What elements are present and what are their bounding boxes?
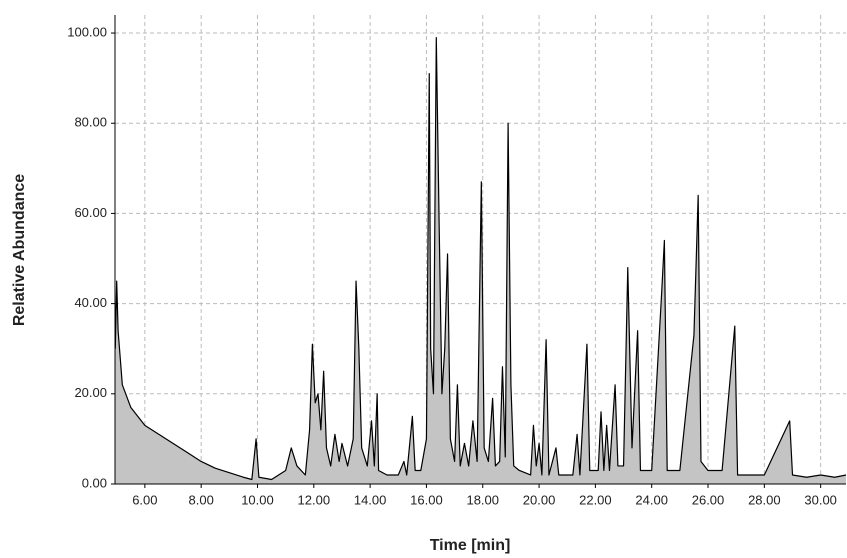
y-axis-title: Relative Abundance bbox=[11, 174, 28, 326]
y-tick-label: 100.00 bbox=[67, 24, 107, 39]
y-tick-label: 60.00 bbox=[74, 205, 107, 220]
x-tick-label: 22.00 bbox=[579, 492, 612, 507]
x-tick-label: 28.00 bbox=[748, 492, 781, 507]
x-axis-title: Time [min] bbox=[430, 537, 511, 554]
y-tick-label: 40.00 bbox=[74, 295, 107, 310]
x-tick-label: 14.00 bbox=[354, 492, 387, 507]
x-tick-label: 12.00 bbox=[298, 492, 331, 507]
x-tick-label: 26.00 bbox=[692, 492, 725, 507]
x-tick-label: 16.00 bbox=[410, 492, 443, 507]
trace bbox=[114, 36, 847, 481]
x-tick-label: 24.00 bbox=[635, 492, 668, 507]
x-tick-label: 30.00 bbox=[804, 492, 837, 507]
x-tick-label: 18.00 bbox=[466, 492, 499, 507]
y-tick-label: 0.00 bbox=[82, 475, 107, 490]
x-tick-label: 20.00 bbox=[523, 492, 556, 507]
x-tick-label: 8.00 bbox=[189, 492, 214, 507]
x-tick-label: 6.00 bbox=[132, 492, 157, 507]
y-tick-label: 20.00 bbox=[74, 385, 107, 400]
y-tick-label: 80.00 bbox=[74, 115, 107, 130]
x-tick-label: 10.00 bbox=[241, 492, 274, 507]
